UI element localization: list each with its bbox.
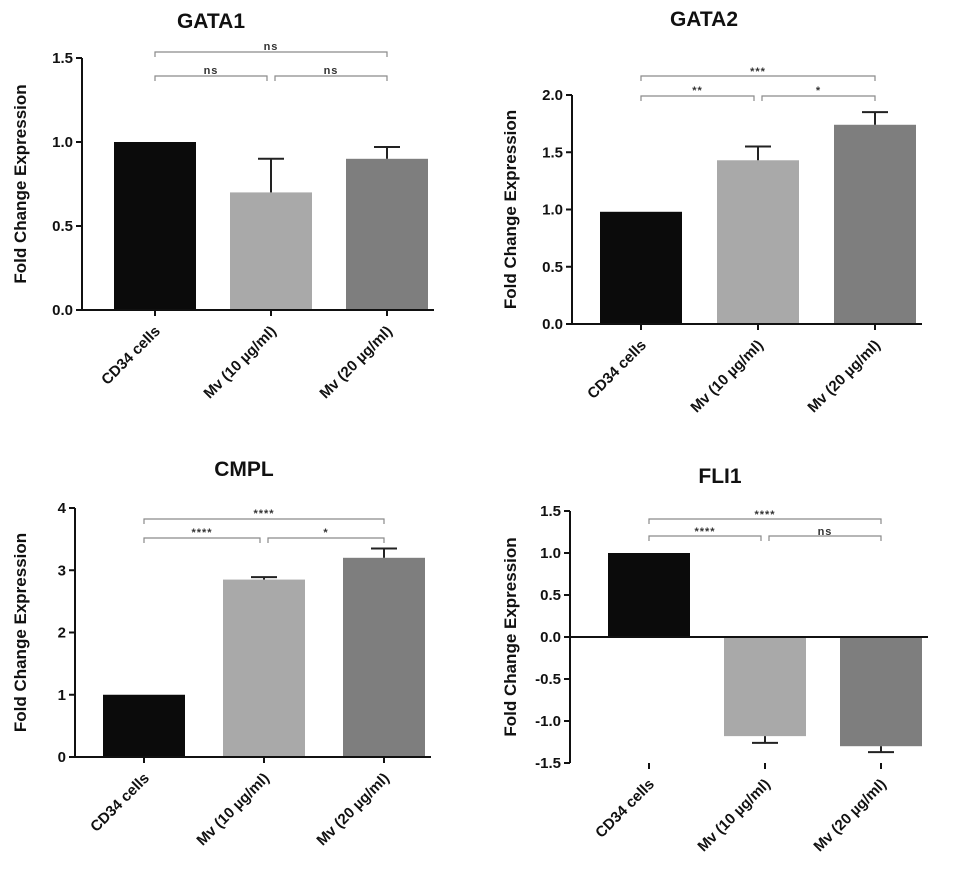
y-tick-label: 0 [58, 749, 66, 766]
chart-gata2: GATA2 Fold Change Expression 0.0 0.5 1.0 1.5 2… [501, 8, 922, 416]
y-axis-label: Fold Change Expression [501, 537, 520, 736]
chart-title: GATA2 [670, 8, 738, 31]
y-tick-label: 0.5 [542, 259, 563, 276]
y-tick-label: 1.5 [542, 144, 563, 161]
y-tick-label: 1.5 [540, 503, 561, 520]
significance-bracket [143, 537, 261, 543]
chart-title: FLI1 [698, 465, 741, 488]
bar [840, 637, 922, 747]
bar [724, 637, 806, 737]
x-category-label: CD34 cells [592, 776, 658, 842]
y-axis-label: Fold Change Expression [11, 84, 30, 283]
x-category-label: Mv (20 µg/ml) [804, 337, 883, 416]
significance-label: **** [253, 508, 274, 520]
y-tick-label: 1.5 [52, 50, 73, 67]
x-category-label: Mv (10 µg/ml) [193, 770, 272, 849]
y-tick-label: 4 [58, 500, 67, 517]
significance-bracket [648, 518, 882, 524]
y-tick-label: 2.0 [542, 87, 563, 104]
significance-label: ns [204, 65, 219, 77]
bar [608, 553, 690, 637]
x-category-label: CD34 cells [584, 337, 650, 403]
significance-bracket [768, 535, 882, 541]
y-tick-label: 0.5 [52, 218, 73, 235]
y-tick-label: 0.0 [542, 316, 563, 333]
y-tick-label: 0.0 [52, 302, 73, 319]
y-axis-label: Fold Change Expression [11, 533, 30, 732]
significance-label: * [323, 527, 328, 539]
significance-label: *** [750, 66, 766, 78]
significance-label: **** [754, 509, 775, 521]
y-tick-label: -0.5 [535, 671, 561, 688]
x-category-label: Mv (20 µg/ml) [316, 323, 395, 402]
significance-label: **** [694, 526, 715, 538]
chart-cmpl: CMPL Fold Change Expression 0 1 2 3 4 CD34 cell… [11, 458, 431, 849]
significance-bracket [274, 75, 388, 81]
x-category-label: Mv (10 µg/ml) [694, 776, 773, 855]
chart-title: GATA1 [177, 10, 245, 33]
bar [230, 192, 312, 310]
bar [600, 211, 682, 324]
y-tick-label: 1.0 [542, 202, 563, 219]
bar [223, 579, 305, 757]
significance-bracket [154, 51, 388, 57]
bar [343, 557, 425, 757]
x-category-label: Mv (10 µg/ml) [687, 337, 766, 416]
x-category-label: Mv (10 µg/ml) [200, 323, 279, 402]
significance-bracket [648, 535, 762, 541]
y-axis-label: Fold Change Expression [501, 110, 520, 309]
y-tick-label: 0.5 [540, 587, 561, 604]
bar [103, 694, 185, 757]
bar [346, 158, 428, 310]
y-tick-label: 1 [58, 687, 66, 704]
x-category-label: Mv (20 µg/ml) [313, 770, 392, 849]
y-tick-label: 0.0 [540, 629, 561, 646]
significance-label: ns [264, 41, 279, 53]
significance-label: ** [692, 85, 703, 97]
x-category-label: CD34 cells [87, 770, 153, 836]
significance-bracket [267, 537, 385, 543]
y-tick-label: 1.0 [540, 545, 561, 562]
y-tick-label: 2 [58, 625, 66, 642]
bar [717, 160, 799, 324]
x-category-label: Mv (20 µg/ml) [810, 776, 889, 855]
significance-bracket [143, 518, 385, 524]
significance-bracket [640, 95, 755, 101]
bar [114, 142, 196, 310]
y-tick-label: -1.0 [535, 713, 561, 730]
chart-fli1: FLI1 Fold Change Expression -1.5 -1.0 -0.5 0.… [501, 465, 928, 855]
bar [834, 124, 916, 325]
y-tick-label: 3 [58, 562, 66, 579]
significance-label: ns [324, 65, 339, 77]
y-tick-label: 1.0 [52, 134, 73, 151]
significance-bracket [640, 75, 876, 81]
y-tick-label: -1.5 [535, 755, 561, 772]
chart-gata1: GATA1 Fold Change Expression 0.0 0.5 1.0 1.5 C… [11, 10, 434, 402]
significance-bracket [154, 75, 268, 81]
significance-label: **** [191, 527, 212, 539]
x-category-label: CD34 cells [98, 323, 164, 389]
chart-title: CMPL [214, 458, 274, 481]
significance-label: ns [818, 526, 833, 538]
significance-label: * [816, 85, 821, 97]
significance-bracket [761, 95, 876, 101]
